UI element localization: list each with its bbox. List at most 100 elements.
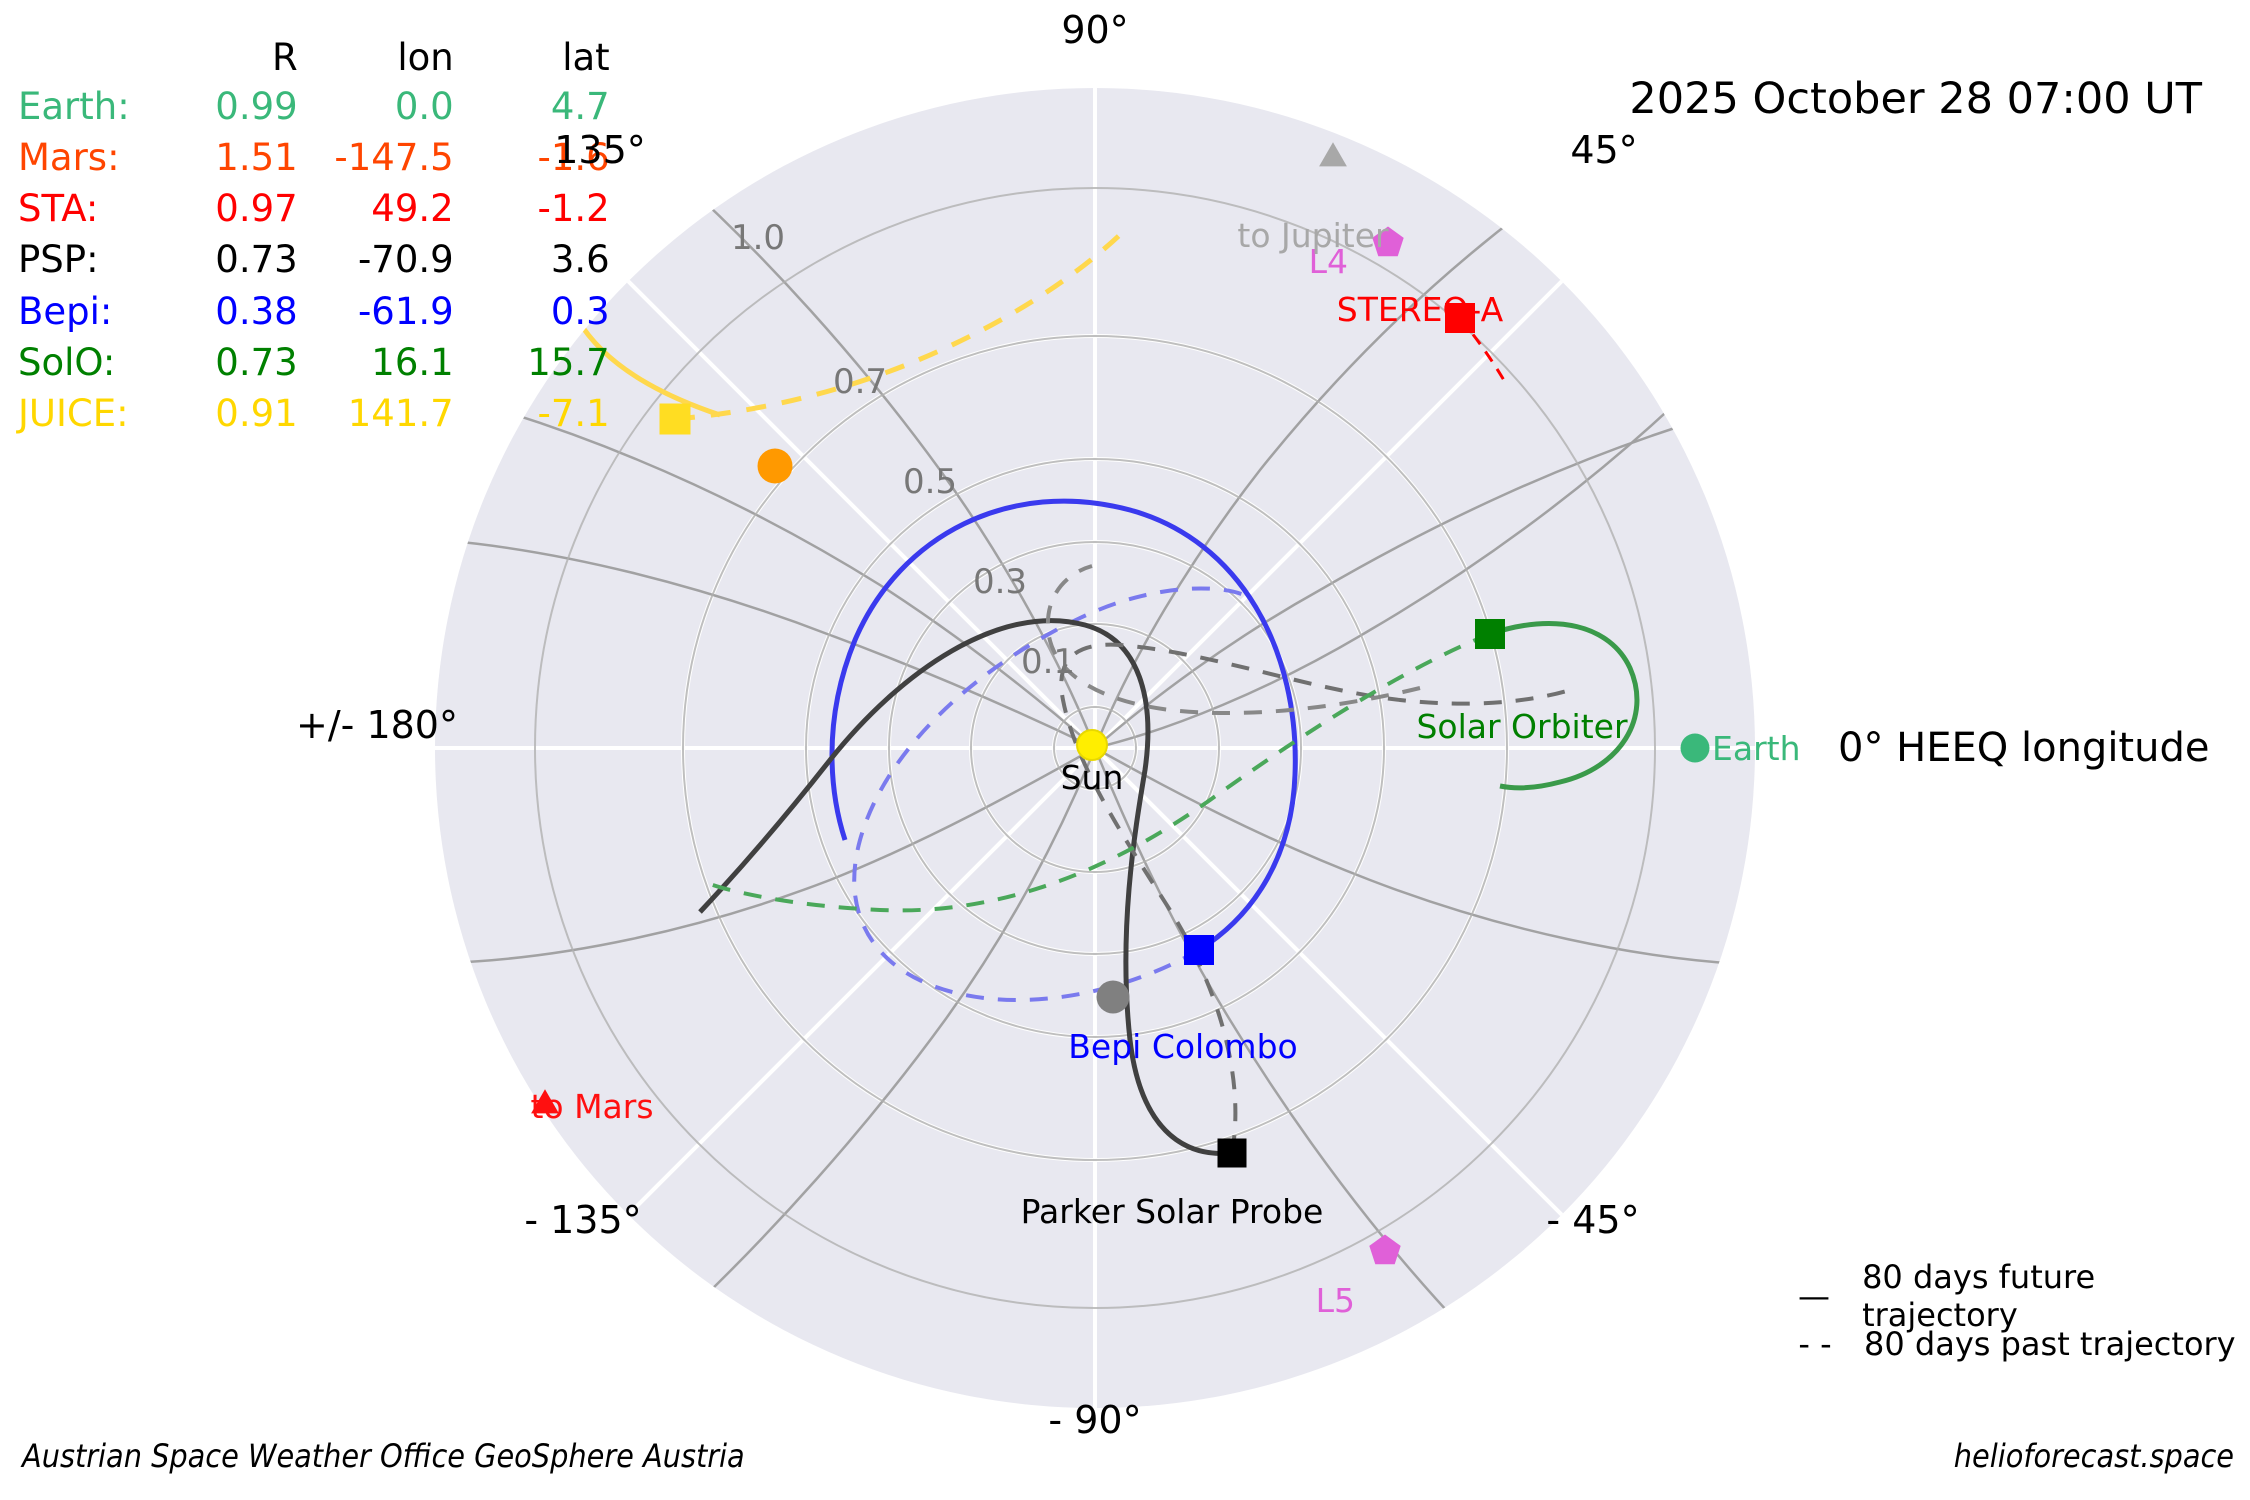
angle-tick-label: - 45°	[1546, 1198, 1640, 1242]
angle-tick-label: - 90°	[1048, 1398, 1142, 1442]
col-head-r: R	[271, 36, 298, 79]
table-cell-lat: -1.6	[537, 136, 610, 180]
table-cell-lat: 3.6	[550, 238, 610, 282]
positions-table: R lon lat Earth: 0.99 0.0 4.7 Mars: 1.51 -147.…	[18, 36, 616, 439]
table-cell-r: 0.91	[215, 391, 298, 435]
object-labels: Sun Earth STEREO-A Parker Solar Probe Bepi C…	[530, 216, 1800, 1320]
table-cell-lat: 15.7	[527, 340, 610, 384]
radial-tick-label: 0.3	[972, 562, 1028, 602]
table-cell-name: PSP:	[18, 238, 99, 282]
table-row: SolO: 0.73 16.1 15.7	[18, 337, 616, 388]
legend-line-sample: —	[1798, 1277, 1831, 1315]
table-cell-r: 1.51	[215, 136, 298, 180]
marker-to-jupiter[interactable]	[1319, 142, 1347, 167]
trajectory-legend: — 80 days future trajectory - - 80 days pas…	[1780, 1258, 2250, 1368]
label-l5: L5	[1316, 1281, 1355, 1320]
angle-tick-label: 90°	[1061, 8, 1129, 52]
table-cell-lat: 4.7	[550, 85, 610, 128]
table-row: Mars: 1.51 -147.5 -1.6	[18, 132, 616, 183]
table-cell-name: SolO:	[18, 340, 116, 384]
label-sun: Sun	[1061, 758, 1124, 797]
radial-tick-label: 0.5	[902, 462, 958, 502]
table-cell-r: 0.73	[215, 238, 298, 282]
table-header-row: R lon lat	[18, 36, 616, 81]
table-row: Bepi: 0.38 -61.9 0.3	[18, 286, 616, 337]
table-cell-r: 0.97	[215, 187, 298, 231]
trajectory-psp-future	[698, 618, 1233, 1156]
trajectory-psp-past	[1059, 642, 1571, 1154]
marker-l5[interactable]	[1369, 1234, 1401, 1265]
marker-bepi-colombo[interactable]	[1184, 935, 1214, 965]
table-cell-lon: 16.1	[371, 340, 454, 384]
table-cell-lat: -7.1	[537, 391, 610, 435]
col-head-lat: lat	[562, 36, 610, 79]
label-psp: Parker Solar Probe	[1021, 1192, 1324, 1231]
table-cell-r: 0.99	[215, 85, 298, 128]
table-cell-lon: -70.9	[357, 238, 454, 282]
table-body: Earth: 0.99 0.0 4.7 Mars: 1.51 -147.5 -1.6 STA: 0…	[18, 81, 616, 439]
marker-psp[interactable]	[1217, 1138, 1247, 1168]
table-cell-name: STA:	[18, 187, 99, 231]
table-cell-r: 0.38	[215, 289, 298, 333]
table-cell-name: Bepi:	[18, 289, 113, 333]
table-cell-lon: -61.9	[357, 289, 454, 333]
col-head-blank	[18, 36, 148, 81]
marker-juice[interactable]	[659, 403, 691, 435]
table-cell-r: 0.73	[215, 340, 298, 384]
label-earth: Earth	[1712, 729, 1801, 768]
table-cell-lon: 141.7	[347, 391, 454, 435]
label-solar-orbiter: Solar Orbiter	[1416, 707, 1627, 746]
label-stereo-a: STEREO-A	[1337, 290, 1504, 329]
table-cell-lon: 49.2	[371, 187, 454, 231]
secondary-rings	[534, 187, 1656, 1309]
angular-gridlines	[435, 88, 1755, 1408]
trajectory-mercury-past	[1045, 564, 1421, 716]
radial-tick-label: 0.1	[1020, 642, 1076, 682]
legend-item: — 80 days future trajectory	[1780, 1258, 2250, 1334]
angle-tick-label: 45°	[1570, 128, 1638, 172]
table-cell-name: Mars:	[18, 136, 120, 180]
legend-line-sample: - -	[1798, 1325, 1832, 1363]
marker-mercury[interactable]	[1096, 980, 1130, 1014]
table-row: STA: 0.97 49.2 -1.2	[18, 183, 616, 234]
heeq-longitude-label: 0° HEEQ longitude	[1838, 725, 2210, 771]
trajectory-juice-past	[674, 223, 1132, 422]
angle-tick-label: 135°	[554, 128, 646, 172]
table-cell-lon: -147.5	[334, 136, 454, 180]
trajectory-solo-past	[699, 632, 1491, 913]
radial-tick-label: 0.7	[832, 362, 888, 402]
label-to-mars: to Mars	[530, 1087, 653, 1126]
trajectory-bepi-future	[829, 498, 1298, 953]
date-title: 2025 October 28 07:00 UT	[1629, 74, 2202, 124]
legend-item-label: 80 days past trajectory	[1864, 1325, 2236, 1363]
trajectory-solo-future	[1489, 621, 1640, 791]
trajectory-bepi-past	[852, 586, 1252, 1002]
marker-mars[interactable]	[757, 448, 793, 484]
plot-grid	[435, 88, 1755, 1408]
marker-l4[interactable]	[1372, 226, 1404, 257]
marker-earth[interactable]	[1680, 733, 1710, 763]
label-bepi-colombo: Bepi Colombo	[1068, 1027, 1297, 1066]
marker-stereo-a[interactable]	[1445, 303, 1475, 333]
label-to-jupiter: to Jupiter	[1237, 216, 1389, 255]
angle-tick-label: +/- 180°	[296, 703, 458, 747]
marker-sun[interactable]	[1076, 729, 1108, 761]
legend-item-label: 80 days future trajectory	[1862, 1258, 2096, 1334]
footer-left: Austrian Space Weather Office GeoSphere …	[22, 1437, 745, 1475]
marker-to-mars[interactable]	[531, 1089, 559, 1114]
table-row: Earth: 0.99 0.0 4.7	[18, 81, 616, 132]
table-row: PSP: 0.73 -70.9 3.6	[18, 234, 616, 285]
label-l4: L4	[1309, 242, 1348, 281]
table-cell-lat: -1.2	[537, 187, 610, 231]
table-row: JUICE: 0.91 141.7 -7.1	[18, 388, 616, 439]
table-cell-lat: 0.3	[550, 289, 610, 333]
footer-right: helioforecast.space	[1953, 1437, 2234, 1475]
legend-item: - - 80 days past trajectory	[1780, 1320, 2250, 1368]
angle-tick-label: - 135°	[524, 1198, 642, 1242]
table-cell-lon: 0.0	[394, 85, 454, 128]
marker-solar-orbiter[interactable]	[1475, 619, 1505, 649]
table-cell-name: JUICE:	[18, 391, 129, 435]
table-cell-name: Earth:	[18, 85, 130, 128]
